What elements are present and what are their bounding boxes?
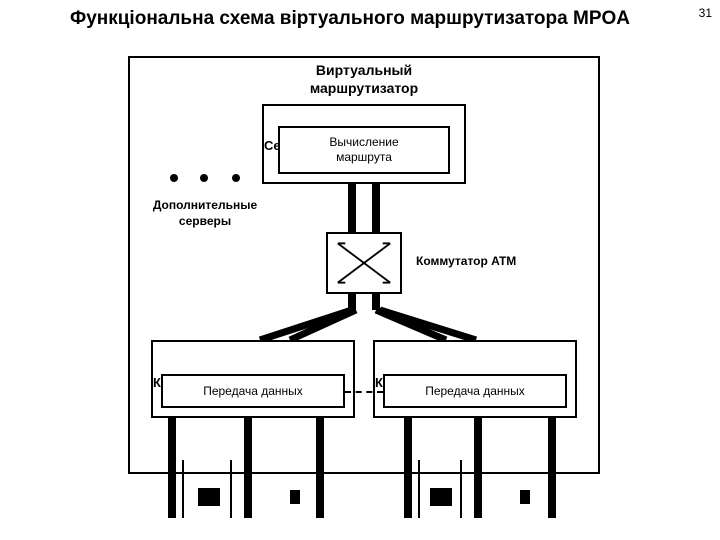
bottom-bus-line bbox=[548, 418, 556, 518]
extra-servers-label: Дополнительные серверы bbox=[140, 198, 270, 229]
bottom-thin-line bbox=[460, 460, 462, 518]
data-tx-right-label: Передача данных bbox=[425, 384, 525, 398]
connector-server-switch bbox=[348, 184, 356, 232]
virtual-router-label: Виртуальный маршрутизатор bbox=[274, 62, 454, 97]
bottom-node-block bbox=[520, 490, 530, 504]
switch-cross-icon bbox=[326, 234, 402, 292]
bottom-thin-line bbox=[182, 460, 184, 518]
route-calc-box: Вычисление маршрута bbox=[278, 126, 450, 174]
data-tx-left-label: Передача данных bbox=[203, 384, 303, 398]
bottom-node-block bbox=[198, 488, 220, 506]
bottom-bus-line bbox=[474, 418, 482, 518]
bottom-thin-line bbox=[418, 460, 420, 518]
bottom-node-block bbox=[430, 488, 452, 506]
bottom-bus-line bbox=[168, 418, 176, 518]
page-title: Функціональна схема віртуального маршрут… bbox=[10, 8, 690, 30]
extra-server-dot bbox=[170, 174, 178, 182]
atm-switch-box bbox=[326, 232, 402, 294]
extra-server-dot bbox=[232, 174, 240, 182]
bottom-bus-line bbox=[244, 418, 252, 518]
connector-server-switch bbox=[372, 184, 380, 232]
extra-server-dot bbox=[200, 174, 208, 182]
bottom-bus-line bbox=[316, 418, 324, 518]
atm-switch-label: Коммутатор ATM bbox=[416, 254, 556, 268]
data-tx-right-box: Передача данных bbox=[383, 374, 567, 408]
bottom-thin-line bbox=[230, 460, 232, 518]
dashed-link bbox=[345, 391, 383, 393]
bottom-node-block bbox=[290, 490, 300, 504]
bottom-bus-line bbox=[404, 418, 412, 518]
data-tx-left-box: Передача данных bbox=[161, 374, 345, 408]
route-calc-label: Вычисление маршрута bbox=[329, 135, 398, 165]
page-number: 31 bbox=[699, 6, 712, 20]
